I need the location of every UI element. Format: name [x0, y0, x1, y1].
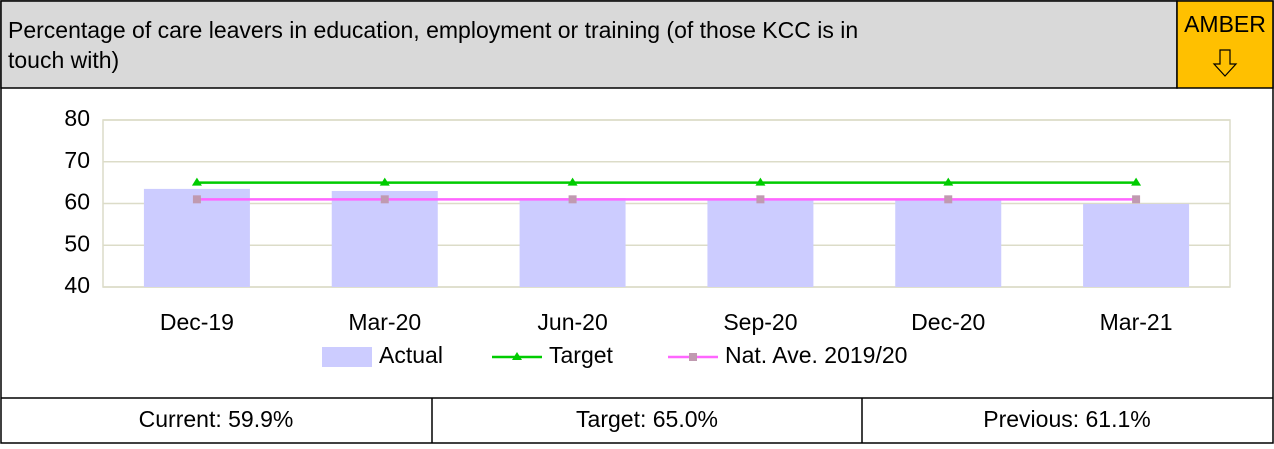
line-marker — [192, 195, 201, 204]
line-marker — [567, 177, 578, 186]
y-tick-label: 40 — [64, 272, 90, 298]
footer-target: Target: 65.0% — [576, 406, 718, 432]
line-marker — [755, 177, 766, 186]
down-arrow-icon — [1212, 49, 1238, 77]
bar — [1083, 203, 1190, 287]
line-marker — [380, 195, 389, 204]
header-title: Percentage of care leavers in education,… — [8, 17, 858, 73]
bar — [143, 188, 250, 287]
header-bg — [0, 0, 1178, 89]
legend-label: Nat. Ave. 2019/20 — [725, 342, 907, 368]
line-marker — [944, 195, 953, 204]
line-marker — [1132, 195, 1141, 204]
y-tick-label: 70 — [64, 147, 90, 173]
line-marker — [943, 177, 954, 186]
line-marker — [191, 177, 202, 186]
footer-current: Current: 59.9% — [139, 406, 294, 432]
y-tick-label: 80 — [64, 105, 90, 131]
x-tick-label: Sep-20 — [723, 309, 797, 335]
bar — [895, 198, 1002, 287]
y-tick-label: 50 — [64, 230, 90, 256]
line-marker — [379, 177, 390, 186]
x-tick-label: Dec-20 — [911, 309, 985, 335]
bar — [707, 198, 814, 287]
plot-border — [102, 119, 1231, 288]
status: AMBER — [1184, 11, 1266, 37]
line-marker — [1131, 177, 1142, 186]
status-bg — [1176, 0, 1274, 89]
line-marker — [756, 195, 765, 204]
x-tick-label: Mar-20 — [348, 309, 421, 335]
footer-previous: Previous: 61.1% — [983, 406, 1150, 432]
legend-marker — [512, 352, 522, 360]
y-tick-label: 60 — [64, 189, 90, 215]
x-tick-label: Mar-21 — [1100, 309, 1173, 335]
bar — [519, 198, 626, 287]
legend-marker — [689, 353, 697, 361]
x-tick-label: Dec-19 — [160, 309, 234, 335]
x-tick-label: Jun-20 — [537, 309, 607, 335]
bar — [331, 190, 438, 287]
legend-swatch — [322, 347, 372, 367]
legend-label: Actual — [379, 342, 443, 368]
legend-label: Target — [549, 342, 614, 368]
line-marker — [568, 195, 577, 204]
